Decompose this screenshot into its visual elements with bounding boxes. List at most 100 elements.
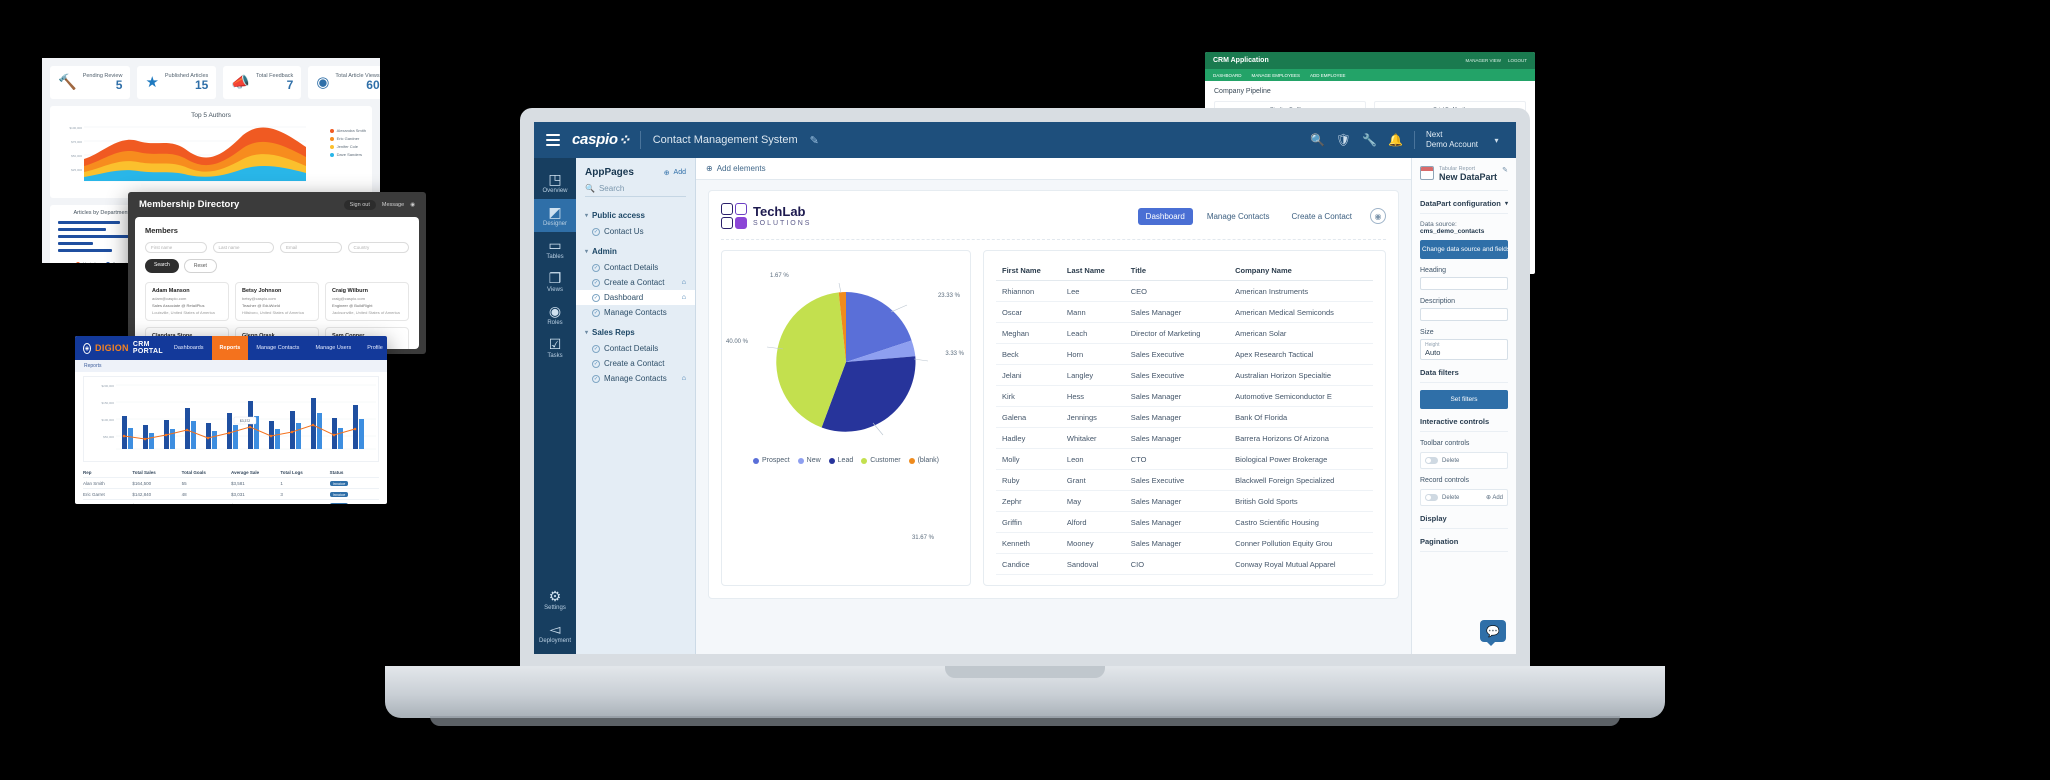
heading-input[interactable] [1420,277,1508,290]
table-row[interactable]: Meghan Leach Director of Marketing American… [996,322,1373,344]
status-badge[interactable]: Invoice [329,480,349,486]
group-admin[interactable]: ▾ Admin [576,239,695,260]
member-card[interactable]: Betsy Johnson betsy@caspio.com Teacher @… [234,282,319,322]
wrench-icon[interactable]: 🔧 [1361,133,1377,147]
tab-dashboard[interactable]: DASHBOARD [1213,72,1242,78]
member-card[interactable]: Adam Manson adam@caspio.com Sales Associ… [145,282,229,322]
tab-add-employee[interactable]: ADD EMPLOYEE [1310,72,1346,78]
sidebar-item-designer[interactable]: ◩ Designer [534,199,576,232]
nav-manage-users[interactable]: Manage Users [315,345,352,351]
shield-icon[interactable]: 🛡 [1335,133,1352,147]
table-row[interactable]: Zephr May Sales Manager British Gold Sports [996,490,1373,512]
sidebar-item-roles[interactable]: ◉ Roles [534,298,576,331]
profile-icon[interactable]: ◉ [410,201,415,208]
set-filters-button[interactable]: Set filters [1420,390,1508,409]
tab-manage-contacts[interactable]: Manage Contacts [1206,211,1270,221]
table-row[interactable]: Kenneth Mooney Sales Manager Conner Polluti… [996,532,1373,554]
check-circle-icon: ✓ [592,308,600,317]
data-filters-section[interactable]: Data filters [1420,360,1508,383]
tab-manage-employees[interactable]: MANAGE EMPLOYEES [1251,72,1301,78]
toggle-icon[interactable] [1425,494,1438,501]
search-button[interactable]: Search [145,259,179,273]
config-section-header[interactable]: DataPart configuration ▾ [1420,191,1508,214]
logout-link[interactable]: LOGOUT [1507,58,1527,63]
member-card[interactable]: Craig Wilburn craig@caspio.com Engineer … [324,282,409,322]
change-datasource-button[interactable]: Change data source and fields [1420,240,1508,259]
group-sales-reps[interactable]: ▾ Sales Reps [576,320,695,341]
page-dashboard[interactable]: ✓ Dashboard ⌂ [576,290,695,305]
table-row[interactable]: Oscar Mann Sales Manager American Medical S… [996,301,1373,323]
group-public-access[interactable]: ▾ Public access [576,203,695,224]
table-row[interactable]: Candice Sandoval CIO Conway Royal Mutual Ap… [996,553,1373,575]
message-link[interactable]: Message [381,201,405,208]
hamburger-icon[interactable] [546,134,560,146]
table-row[interactable]: Jelani Langley Sales Executive Australian H… [996,364,1373,386]
record-delete-toggle[interactable]: Delete ⊕ Add [1420,489,1508,506]
search-icon[interactable]: 🔍 [1309,133,1325,147]
first-name-filter[interactable]: First name [145,242,207,253]
pencil-icon[interactable]: ✎ [809,134,819,147]
interactive-controls-section[interactable]: Interactive controls [1420,409,1508,432]
nav-dashboards[interactable]: Dashboards [173,345,204,351]
legend-lead[interactable]: Lead [828,457,853,464]
sidebar-item-overview[interactable]: ◳ Overview [534,166,576,199]
search-input[interactable]: 🔍 Search [585,184,686,197]
table-row[interactable]: Alan Smith $164,500 55 $3,581 1 Invoice [83,478,379,489]
page-sales-contact-details[interactable]: ✓ Contact Details [576,341,695,356]
add-elements-bar[interactable]: ⊕ Add elements [696,158,1411,180]
page-manage-contacts[interactable]: ✓ Manage Contacts [576,305,695,320]
legend-customer[interactable]: Customer [861,457,901,464]
legend-new[interactable]: New [797,457,821,464]
display-section[interactable]: Display [1420,506,1508,529]
status-badge[interactable]: Invoice [329,491,349,497]
table-row[interactable]: Ruby Grant Sales Executive Blackwell Foreig… [996,469,1373,491]
table-row[interactable]: Hadley Whitaker Sales Manager Barrera Horiz… [996,427,1373,449]
page-create-a-contact[interactable]: ✓ Create a Contact ⌂ [576,275,695,290]
user-avatar-icon[interactable]: ◉ [1370,208,1386,224]
page-sales-manage-contacts[interactable]: ✓ Manage Contacts ⌂ [576,371,695,386]
table-row[interactable]: Eric Garret $142,840 48 $3,031 3 Invoice [83,489,379,500]
email-filter[interactable]: Email [280,242,342,253]
tab-create-a-contact[interactable]: Create a Contact [1291,211,1352,221]
legend-blank[interactable]: (blank) [908,457,939,464]
country-filter[interactable]: Country [347,242,409,253]
tab-dashboard[interactable]: Dashboard [1137,207,1193,225]
table-row[interactable]: Molly Leon CTO Biological Power Brokerage [996,448,1373,470]
cell-average-sale: $3,031 [230,491,245,497]
toggle-icon[interactable] [1425,457,1438,464]
manager-view-link[interactable]: MANAGER VIEW [1465,58,1501,63]
toolbar-delete-toggle[interactable]: Delete [1420,452,1508,469]
nav-manage-contacts[interactable]: Manage Contacts [256,345,300,351]
page-contact-details[interactable]: ✓ Contact Details [576,260,695,275]
table-row[interactable]: Rhiannon Lee CEO American Instruments [996,280,1373,302]
nav-profile[interactable]: Profile [367,345,383,351]
table-row[interactable]: Galena Jennings Sales Manager Bank Of Flori… [996,406,1373,428]
table-row[interactable]: Griffin Alford Sales Manager Castro Scienti… [996,511,1373,533]
pagination-section[interactable]: Pagination [1420,529,1508,552]
pencil-icon[interactable]: ✎ [1502,167,1508,174]
table-row[interactable]: Jane Powers $128,210 44 $3,417 2 Invoice [83,500,379,504]
add-page-button[interactable]: ⊕ Add [663,169,686,177]
page-sales-create-a-contact[interactable]: ✓ Create a Contact [576,356,695,371]
table-row[interactable]: Beck Horn Sales Executive Apex Research Tac… [996,343,1373,365]
legend-prospect[interactable]: Prospect [753,457,790,464]
add-record-control-button[interactable]: ⊕ Add [1485,495,1503,501]
account-menu[interactable]: Next Demo Account [1426,130,1478,150]
sidebar-item-deployment[interactable]: ◅ Deployment [534,616,576,654]
signout-button[interactable]: Sign out [343,199,376,210]
sidebar-item-settings[interactable]: ⚙ Settings [534,583,576,616]
bell-icon[interactable]: 🔔 [1387,133,1403,147]
reset-button[interactable]: Reset [183,259,217,273]
sidebar-item-tables[interactable]: ▭ Tables [534,232,576,265]
table-row[interactable]: Kirk Hess Sales Manager Automotive Semicond… [996,385,1373,407]
chat-bubble-icon[interactable]: 💬 [1480,620,1506,646]
chevron-down-icon[interactable]: ▾ [1494,135,1499,145]
description-input[interactable] [1420,308,1508,321]
height-select[interactable]: Height Auto [1420,339,1508,360]
sidebar-item-views[interactable]: ❐ Views [534,265,576,298]
last-name-filter[interactable]: Last name [212,242,274,253]
nav-reports[interactable]: Reports [211,336,249,360]
status-badge[interactable]: Invoice [329,502,349,504]
sidebar-item-tasks[interactable]: ☑ Tasks [534,331,576,364]
page-contact-us[interactable]: ✓ Contact Us [576,224,695,239]
